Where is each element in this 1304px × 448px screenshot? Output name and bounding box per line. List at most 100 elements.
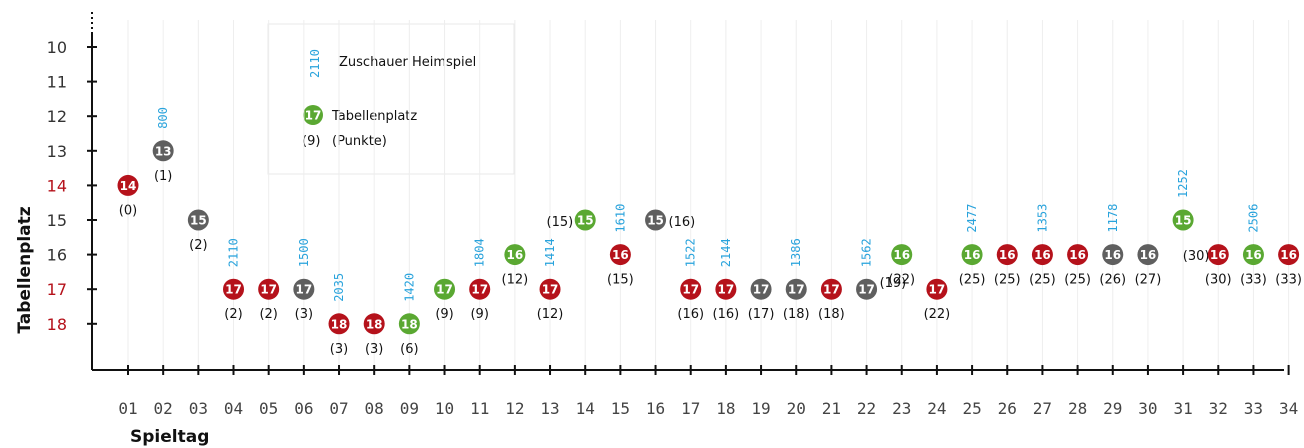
x-tick-label: 16 xyxy=(646,399,665,418)
legend-attendance-label: Zuschauer Heimspiel xyxy=(339,55,476,70)
points-label: (3) xyxy=(365,342,383,357)
place-marker xyxy=(1207,244,1229,266)
match-29: 16 (26) 1178 xyxy=(1099,204,1126,288)
x-tick-label: 17 xyxy=(681,399,700,418)
x-tick-label: 19 xyxy=(751,399,770,418)
place-marker-label: 18 xyxy=(366,317,383,331)
match-03: 15 (2) xyxy=(187,209,209,253)
place-marker xyxy=(926,278,948,300)
x-tick-label: 22 xyxy=(857,399,876,418)
y-tick-label: 10 xyxy=(47,38,67,57)
x-tick-label: 26 xyxy=(998,399,1017,418)
place-marker xyxy=(117,174,139,196)
place-marker-label: 16 xyxy=(893,248,910,262)
match-34: 16 (33) xyxy=(1275,244,1302,288)
place-marker-label: 14 xyxy=(120,179,137,193)
attendance-label: 1386 xyxy=(789,238,803,267)
x-tick-label: 15 xyxy=(611,399,630,418)
x-tick-label: 34 xyxy=(1279,399,1298,418)
legend: 2110 Zuschauer Heimspiel 17 Tabellenplat… xyxy=(267,23,515,175)
place-marker-label: 17 xyxy=(471,283,488,297)
place-marker xyxy=(574,209,596,231)
place-marker xyxy=(609,244,631,266)
match-18: 17 (16) 2144 xyxy=(713,238,740,322)
place-marker-label: 16 xyxy=(1280,248,1297,262)
points-label: (25) xyxy=(959,273,986,288)
attendance-label: 1610 xyxy=(613,204,627,233)
match-16: 15 (16) xyxy=(645,209,695,231)
match-14: 15(15) xyxy=(547,209,596,231)
points-label: (22) xyxy=(924,307,951,322)
x-tick-label: 29 xyxy=(1103,399,1122,418)
place-marker xyxy=(961,244,983,266)
place-marker-label: 17 xyxy=(823,283,840,297)
match-13: 17 (12) 1414 xyxy=(537,238,564,322)
attendance-label: 2035 xyxy=(332,273,346,302)
place-marker xyxy=(750,278,772,300)
match-09: 18 (6) 1420 xyxy=(398,273,420,357)
place-marker-label: 16 xyxy=(1210,248,1227,262)
match-30: 16 (27) xyxy=(1135,244,1161,288)
y-tick-label: 12 xyxy=(47,107,67,126)
match-05: 17 (2) xyxy=(258,278,280,322)
place-marker-label: 17 xyxy=(788,283,805,297)
points-label: (9) xyxy=(435,307,453,322)
x-tick-label: 33 xyxy=(1244,399,1263,418)
x-axis-title: Spieltag xyxy=(130,427,209,447)
legend-points-sample: (9) xyxy=(302,134,320,149)
x-tick-label: 01 xyxy=(118,399,137,418)
x-tick-label: 12 xyxy=(505,399,524,418)
place-marker-label: 17 xyxy=(295,283,312,297)
y-tick-label: 14 xyxy=(47,176,67,195)
place-marker-label: 18 xyxy=(331,317,348,331)
attendance-label: 2477 xyxy=(965,204,979,233)
attendance-label: 2506 xyxy=(1246,204,1260,233)
x-tick-label: 27 xyxy=(1033,399,1052,418)
place-marker xyxy=(223,278,245,300)
x-tick-label: 18 xyxy=(716,399,735,418)
points-label: (26) xyxy=(1099,273,1126,288)
points-label: (25) xyxy=(1029,273,1056,288)
legend-marker-sample: 17 xyxy=(305,109,322,123)
place-marker-label: 17 xyxy=(436,283,453,297)
match-33: 16 (33) 2506 xyxy=(1240,204,1267,288)
place-marker xyxy=(539,278,561,300)
legend-box xyxy=(267,23,515,175)
x-tick-label: 13 xyxy=(540,399,559,418)
match-11: 17 (9) 1804 xyxy=(469,238,491,322)
match-20: 17 (18) 1386 xyxy=(783,238,810,322)
plot-area: 10 11 12 13 14 15 16 17 18 01 02 03 04 05 06 07 08 09 10 11… xyxy=(47,12,1302,418)
x-tick-label: 08 xyxy=(365,399,384,418)
place-marker-label: 13 xyxy=(155,144,172,158)
place-marker xyxy=(1102,244,1124,266)
match-08: 18 (3) xyxy=(363,313,385,357)
match-28: 16 (25) xyxy=(1064,244,1091,288)
attendance-label: 1420 xyxy=(402,273,416,302)
points-label: (15) xyxy=(547,215,574,230)
place-marker-label: 16 xyxy=(1245,248,1262,262)
x-tick-label: 04 xyxy=(224,399,243,418)
attendance-label: 1500 xyxy=(297,238,311,267)
points-label: (12) xyxy=(502,273,529,288)
y-tick-label: 18 xyxy=(47,315,67,334)
x-tick-label: 24 xyxy=(927,399,946,418)
attendance-label: 2110 xyxy=(227,238,241,267)
points-label: (2) xyxy=(259,307,277,322)
place-marker-label: 16 xyxy=(1104,248,1121,262)
points-label: (3) xyxy=(295,307,313,322)
place-marker xyxy=(469,278,491,300)
legend-points-label: (Punkte) xyxy=(332,134,387,149)
attendance-label: 1414 xyxy=(543,238,557,267)
place-marker-label: 16 xyxy=(1069,248,1086,262)
match-21: 17 (18) xyxy=(818,278,845,322)
place-marker xyxy=(1031,244,1053,266)
place-marker xyxy=(715,278,737,300)
match-04: 17 (2) 2110 xyxy=(223,238,245,322)
x-tick-label: 32 xyxy=(1209,399,1228,418)
points-label: (12) xyxy=(537,307,564,322)
place-marker xyxy=(820,278,842,300)
points-label: (33) xyxy=(1275,273,1302,288)
match-12: 16 (12) xyxy=(502,244,529,288)
points-label: (16) xyxy=(677,307,704,322)
